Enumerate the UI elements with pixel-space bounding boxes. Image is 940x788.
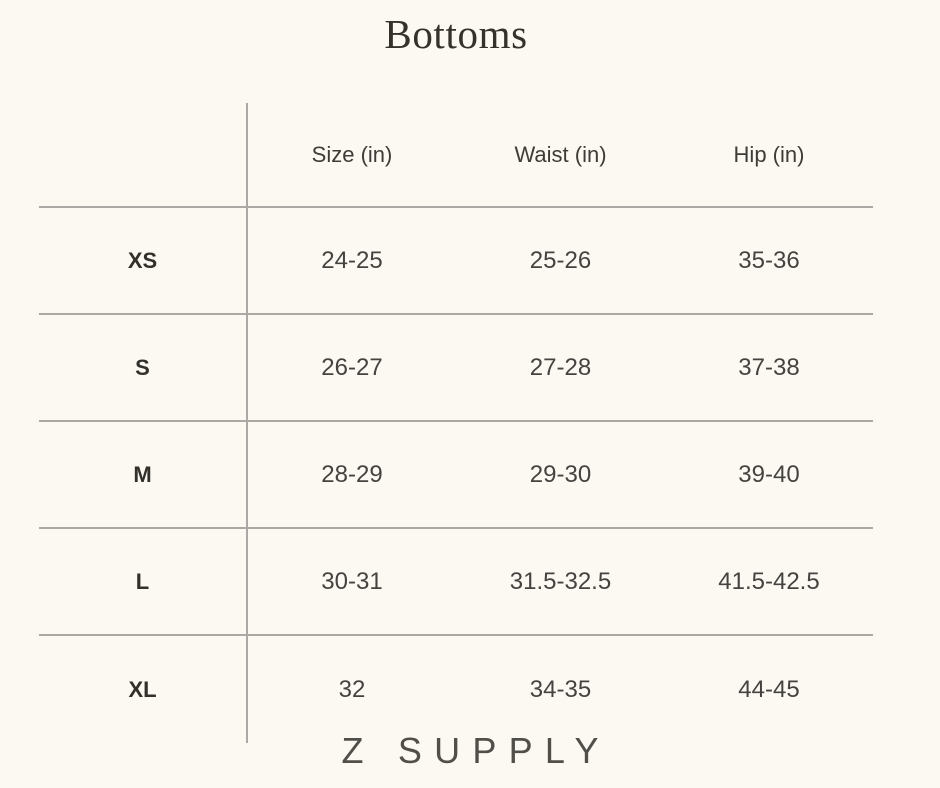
row-label: L bbox=[39, 529, 248, 634]
brand-logo: Z SUPPLY bbox=[341, 730, 611, 771]
table-row-xl: XL 32 34-35 44-45 bbox=[39, 636, 873, 743]
page-title: Bottoms bbox=[384, 11, 528, 57]
row-label: XS bbox=[39, 208, 248, 313]
table-row-m: M 28-29 29-30 39-40 bbox=[39, 422, 873, 529]
size-value: 30-31 bbox=[321, 567, 383, 595]
row-label: S bbox=[39, 315, 248, 420]
column-header-size: Size (in) bbox=[311, 141, 393, 167]
table-row-s: S 26-27 27-28 37-38 bbox=[39, 315, 873, 422]
size-value: 26-27 bbox=[321, 353, 383, 381]
hip-value: 41.5-42.5 bbox=[718, 567, 820, 595]
table-row-xs: XS 24-25 25-26 35-36 bbox=[39, 208, 873, 315]
header-cell-empty bbox=[39, 103, 248, 206]
waist-value: 27-28 bbox=[529, 353, 592, 381]
hip-value: 35-36 bbox=[738, 246, 800, 274]
size-value: 32 bbox=[338, 675, 366, 703]
waist-value: 34-35 bbox=[529, 675, 592, 703]
hip-value: 39-40 bbox=[738, 460, 800, 488]
size-value: 24-25 bbox=[321, 246, 383, 274]
column-header-waist: Waist (in) bbox=[514, 141, 607, 167]
waist-value: 25-26 bbox=[529, 246, 592, 274]
waist-value: 31.5-32.5 bbox=[509, 567, 612, 595]
hip-value: 44-45 bbox=[738, 675, 800, 703]
table-row-l: L 30-31 31.5-32.5 41.5-42.5 bbox=[39, 529, 873, 636]
size-chart-table: Size (in) Waist (in) Hip (in) XS 24-25 2… bbox=[39, 103, 873, 743]
row-label: M bbox=[39, 422, 248, 527]
hip-value: 37-38 bbox=[738, 353, 800, 381]
table-header-row: Size (in) Waist (in) Hip (in) bbox=[39, 103, 873, 208]
waist-value: 29-30 bbox=[529, 460, 592, 488]
size-value: 28-29 bbox=[321, 460, 383, 488]
row-label: XL bbox=[39, 636, 248, 743]
column-header-hip: Hip (in) bbox=[733, 141, 805, 167]
